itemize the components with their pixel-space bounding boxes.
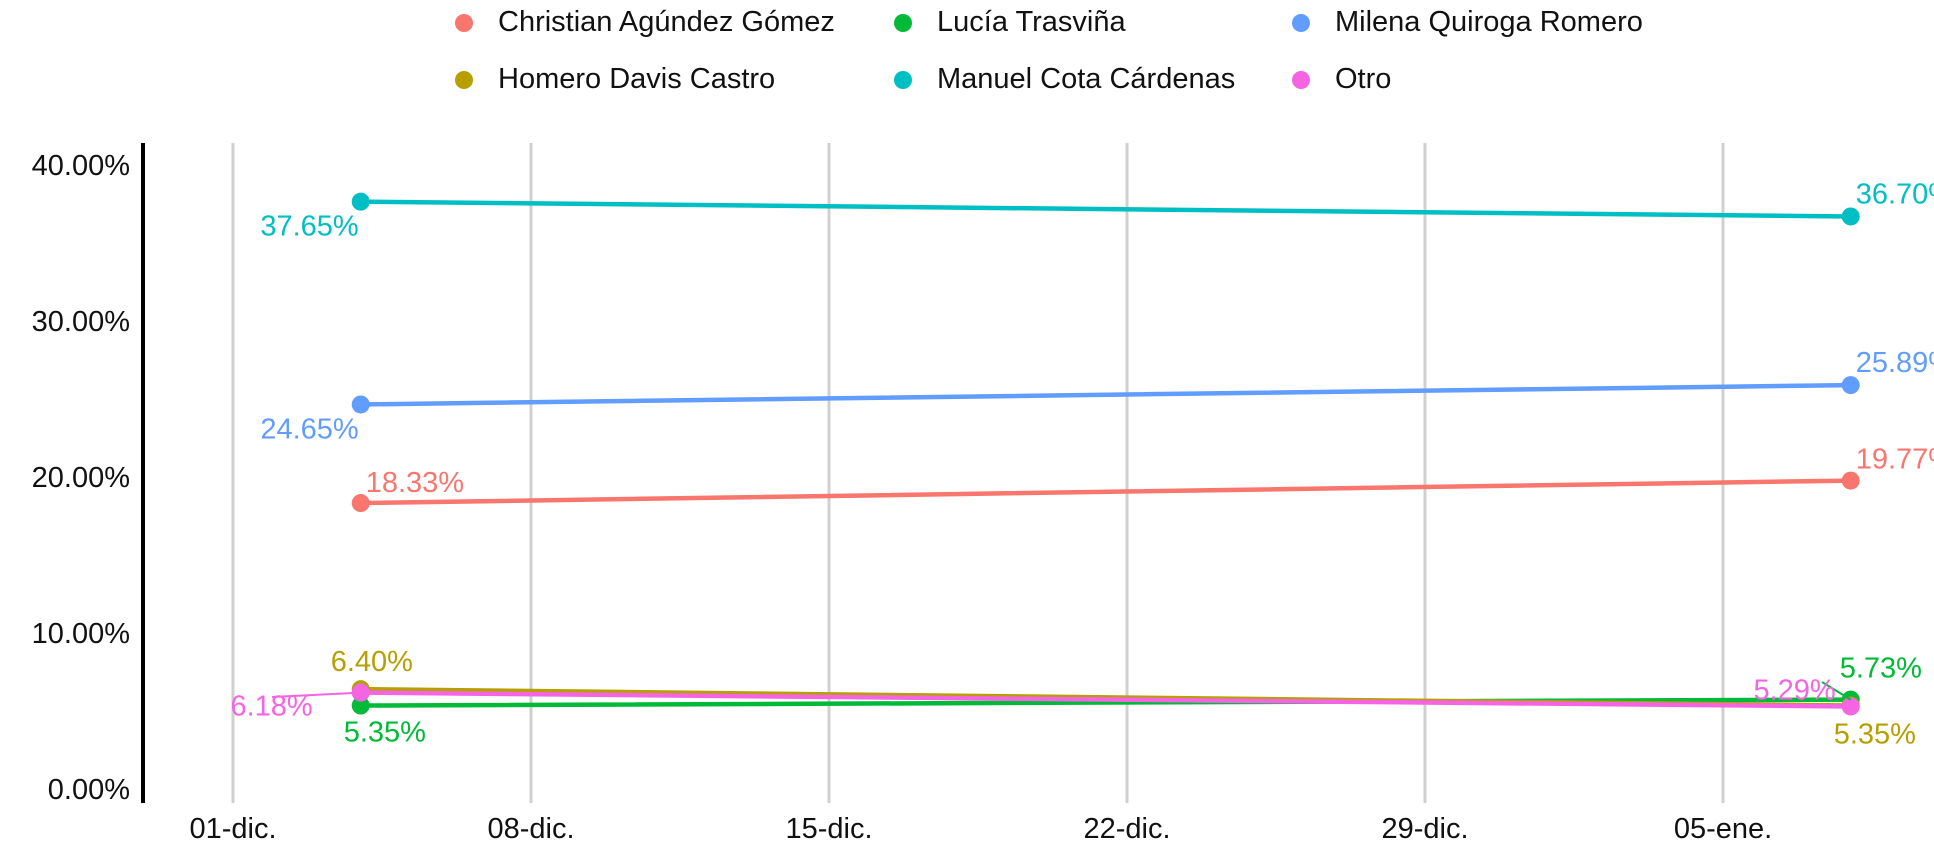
x-tick-label: 01-dic. bbox=[189, 813, 276, 843]
x-tick-label: 05-ene. bbox=[1674, 813, 1772, 843]
legend-item-christian: Christian Agúndez Gómez bbox=[455, 6, 835, 39]
point-christian-agundez-gomez-1 bbox=[1841, 471, 1860, 490]
y-tick-label: 20.00% bbox=[32, 462, 130, 494]
legend-key-homero bbox=[455, 70, 473, 89]
legend-label-lucia: Lucía Trasviña bbox=[937, 6, 1126, 38]
legend-item-lucia: Lucía Trasviña bbox=[894, 6, 1126, 39]
data-label-otro-1: 5.29% bbox=[1753, 674, 1835, 706]
data-label-manuel-cota-cardenas-0: 37.65% bbox=[260, 211, 358, 243]
data-label-milena-quiroga-romero-0: 24.65% bbox=[260, 413, 358, 445]
legend-label-manuel: Manuel Cota Cárdenas bbox=[937, 63, 1236, 95]
legend-item-manuel: Manuel Cota Cárdenas bbox=[894, 63, 1235, 96]
series-line-manuel-cota-cardenas bbox=[358, 199, 1853, 219]
series-line-milena-quiroga-romero bbox=[358, 382, 1853, 407]
legend: Christian Agúndez Gómez Lucía Trasviña M… bbox=[0, 0, 1934, 110]
data-labels: 18.33% 19.77% 5.35% 5.73% 24.65% 25.89% 6.40% 5… bbox=[230, 178, 1934, 750]
x-tick-label: 22-dic. bbox=[1083, 813, 1170, 843]
point-manuel-cota-cardenas-1 bbox=[1841, 207, 1860, 226]
data-label-lucia-trasvina-0: 5.35% bbox=[344, 717, 426, 749]
point-manuel-cota-cardenas-0 bbox=[351, 192, 370, 211]
data-label-homero-davis-castro-0: 6.40% bbox=[331, 646, 413, 678]
legend-item-milena: Milena Quiroga Romero bbox=[1292, 6, 1643, 39]
legend-key-manuel bbox=[894, 70, 912, 89]
y-tick-label: 0.00% bbox=[48, 774, 130, 806]
legend-label-otro: Otro bbox=[1335, 63, 1392, 95]
label-leader-otro-0 bbox=[271, 691, 361, 698]
y-tick-label: 40.00% bbox=[32, 150, 130, 182]
series-line-otro bbox=[358, 690, 1853, 709]
legend-label-milena: Milena Quiroga Romero bbox=[1335, 6, 1643, 38]
data-label-manuel-cota-cardenas-1: 36.70% bbox=[1856, 178, 1934, 210]
data-label-milena-quiroga-romero-1: 25.89% bbox=[1856, 347, 1934, 379]
label-leader-lucia-1 bbox=[1821, 681, 1852, 701]
legend-key-otro bbox=[1292, 70, 1310, 89]
series-line-christian-agundez-gomez bbox=[358, 478, 1853, 506]
data-label-homero-davis-castro-1: 5.35% bbox=[1834, 719, 1916, 751]
legend-key-christian bbox=[455, 13, 473, 32]
y-tick-label: 30.00% bbox=[32, 306, 130, 338]
data-label-christian-agundez-gomez-0: 18.33% bbox=[366, 467, 464, 499]
data-label-christian-agundez-gomez-1: 19.77% bbox=[1856, 444, 1934, 476]
point-otro-1 bbox=[1841, 697, 1860, 716]
point-milena-quiroga-romero-1 bbox=[1841, 376, 1860, 395]
legend-label-christian: Christian Agúndez Gómez bbox=[498, 6, 835, 38]
data-label-otro-0: 6.18% bbox=[230, 691, 312, 723]
x-tick-labels: 01-dic. 08-dic. 15-dic. 22-dic. 29-dic. 05-en… bbox=[189, 813, 1772, 843]
legend-label-homero: Homero Davis Castro bbox=[498, 63, 776, 95]
data-label-lucia-trasvina-1: 5.73% bbox=[1840, 653, 1922, 685]
grid bbox=[231, 143, 1725, 803]
legend-item-homero: Homero Davis Castro bbox=[455, 63, 775, 96]
legend-key-milena bbox=[1292, 13, 1310, 32]
series-lines bbox=[351, 192, 1860, 716]
x-tick-label: 29-dic. bbox=[1381, 813, 1468, 843]
x-tick-label: 08-dic. bbox=[487, 813, 574, 843]
point-lucia-trasvina-0 bbox=[351, 696, 370, 715]
point-milena-quiroga-romero-0 bbox=[351, 395, 370, 414]
x-tick-label: 15-dic. bbox=[785, 813, 872, 843]
point-christian-agundez-gomez-0 bbox=[351, 494, 370, 513]
y-tick-labels: 0.00% 10.00% 20.00% 30.00% 40.00% bbox=[32, 150, 130, 806]
legend-key-lucia bbox=[894, 13, 912, 32]
legend-item-otro: Otro bbox=[1292, 63, 1391, 96]
y-tick-label: 10.00% bbox=[32, 618, 130, 650]
